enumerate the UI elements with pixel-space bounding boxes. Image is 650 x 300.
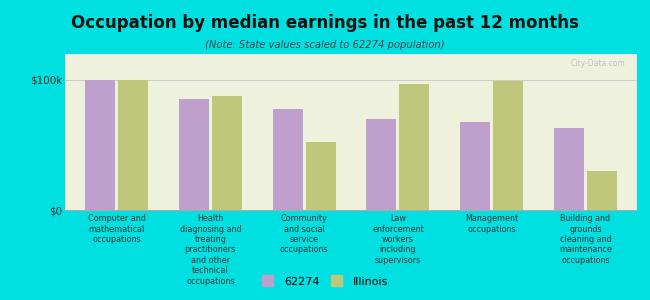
Bar	[118, 80, 148, 210]
Text: Occupation by median earnings in the past 12 months: Occupation by median earnings in the pas…	[71, 14, 579, 32]
Bar	[212, 96, 242, 210]
Bar	[399, 84, 429, 210]
Bar	[554, 128, 584, 210]
Legend: 62274, Illinois: 62274, Illinois	[257, 272, 393, 291]
Bar	[306, 142, 335, 210]
Text: (Note: State values scaled to 62274 population): (Note: State values scaled to 62274 popu…	[205, 40, 445, 50]
Bar	[273, 109, 303, 210]
Bar	[85, 80, 115, 210]
Bar	[179, 100, 209, 210]
Text: City-Data.com: City-Data.com	[571, 59, 625, 68]
Bar	[367, 119, 396, 210]
Bar	[493, 81, 523, 210]
Bar	[460, 122, 490, 210]
Bar	[587, 171, 617, 210]
